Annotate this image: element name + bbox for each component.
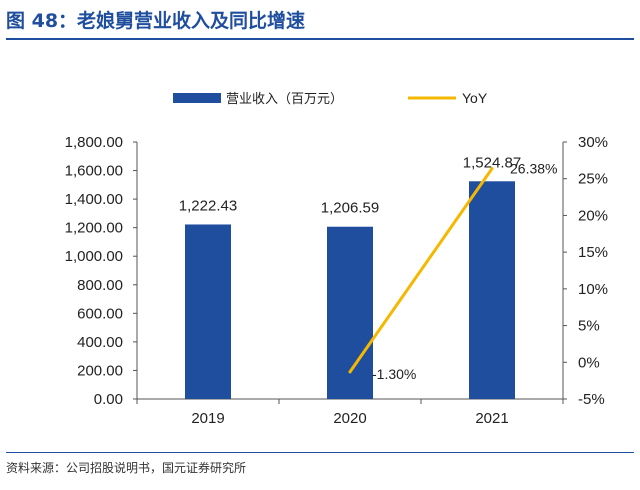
legend-bar-swatch	[173, 93, 221, 103]
y-right-tick-label: 25%	[578, 171, 608, 188]
y-right-tick-label: 5%	[578, 318, 600, 335]
y-right-tick-label: 0%	[578, 354, 600, 371]
y-left-tick-label: 400.00	[77, 334, 123, 351]
yoy-line	[348, 167, 494, 374]
y-left-tick-label: 800.00	[77, 277, 123, 294]
y-right-tick-label: 15%	[578, 244, 608, 261]
bar-2021	[469, 181, 515, 399]
y-right-tick-label: -5%	[578, 391, 605, 408]
plot-area: 0.00 200.00 400.00 600.00 800.00 1,000.00 1,20…	[65, 134, 608, 427]
y-right-tick-label: 20%	[578, 207, 608, 224]
y-left-tick-label: 1,200.00	[65, 220, 123, 237]
y-left-tick-label: 200.00	[77, 362, 123, 379]
yoy-point	[490, 167, 494, 171]
bottom-rule	[6, 452, 634, 453]
y-left-tick-label: 0.00	[94, 391, 123, 408]
yoy-data-label: 26.38%	[510, 161, 557, 177]
x-tick-label: 2019	[191, 410, 224, 427]
y-right-tick-label: 30%	[578, 134, 608, 151]
y-left-tick-label: 1,600.00	[65, 163, 123, 180]
yoy-point	[348, 370, 352, 374]
x-tick-label: 2020	[333, 410, 366, 427]
y-left-tick-label: 1,800.00	[65, 134, 123, 151]
y-left-tick-label: 1,000.00	[65, 248, 123, 265]
yoy-data-label: -1.30%	[372, 366, 416, 382]
bar-data-label: 1,206.59	[321, 200, 379, 217]
x-tick-label: 2021	[475, 410, 508, 427]
y-right-tick-label: 10%	[578, 281, 608, 298]
bar-data-label: 1,222.43	[179, 197, 237, 214]
bar-2019	[185, 224, 231, 399]
chart: 营业收入（百万元） YoY 0.00 200.00 400.00 600.00 800.…	[65, 90, 608, 427]
source-note: 资料来源：公司招股说明书，国元证券研究所	[6, 461, 247, 475]
legend: 营业收入（百万元） YoY	[173, 90, 488, 106]
y-left-tick-label: 600.00	[77, 305, 123, 322]
y-left-tick-label: 1,400.00	[65, 191, 123, 208]
figure-title: 图 48：老娘舅营业收入及同比增速	[6, 10, 634, 40]
legend-line-label: YoY	[462, 90, 488, 106]
bar-data-label: 1,524.87	[463, 154, 521, 171]
legend-bar-label: 营业收入（百万元）	[226, 91, 343, 106]
